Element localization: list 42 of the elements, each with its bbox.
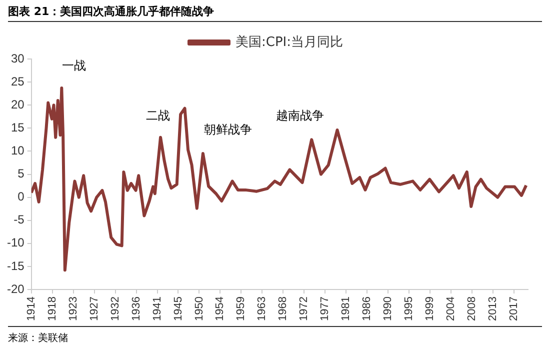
y-tick-label: 20 [10, 97, 25, 112]
y-tick-label: 0 [18, 190, 25, 204]
x-tick-label: 1995 [403, 296, 416, 322]
x-tick-label: 1936 [130, 296, 142, 322]
x-tick-label: 1972 [298, 296, 310, 322]
x-tick-label: 2013 [487, 296, 500, 322]
legend-label: 美国:CPI:当月同比 [235, 34, 344, 50]
x-tick-label: 1954 [214, 296, 226, 322]
source-note: 来源：美联储 [8, 332, 68, 345]
y-tick-label: -20 [7, 282, 25, 296]
y-tick-label: 5 [18, 166, 25, 181]
x-tick-label: 2008 [466, 296, 478, 322]
x-tick-label: 1977 [319, 296, 332, 322]
x-tick-label: 2017 [508, 296, 520, 322]
x-tick-label: 1990 [382, 296, 394, 322]
x-tick-label: 1945 [172, 296, 184, 322]
x-tick-label: 1981 [340, 296, 352, 322]
x-tick-label: 1914 [25, 296, 38, 322]
x-tick-label: 1950 [193, 296, 206, 322]
annotation: 二战 [146, 108, 170, 124]
annotation: 越南战争 [276, 108, 324, 124]
x-tick-label: 1999 [424, 296, 436, 322]
y-tick-label: -5 [14, 212, 25, 227]
y-tick-label: -15 [7, 258, 25, 273]
x-tick-label: 1932 [109, 296, 122, 322]
y-tick-label: 25 [10, 74, 25, 88]
x-tick-label: 1963 [256, 296, 268, 322]
y-tick-label: 30 [10, 51, 25, 66]
y-tick-label: -10 [7, 236, 25, 250]
y-tick-label: 15 [10, 120, 25, 134]
x-tick-label: 1986 [361, 296, 374, 322]
chart-title: 图表 21：美国四次高通胀几乎都伴随战争 [8, 4, 214, 19]
x-tick-label: 1923 [67, 296, 80, 322]
x-tick-label: 2004 [445, 296, 458, 322]
annotation: 一战 [62, 58, 86, 74]
x-tick-label: 1941 [151, 296, 164, 322]
x-tick-label: 1918 [46, 296, 58, 322]
y-tick-label: 10 [10, 144, 25, 158]
x-tick-label: 1927 [88, 296, 100, 322]
x-tick-label: 1968 [277, 296, 290, 322]
annotation: 朝鲜战争 [204, 122, 252, 138]
x-tick-label: 1959 [235, 296, 248, 322]
